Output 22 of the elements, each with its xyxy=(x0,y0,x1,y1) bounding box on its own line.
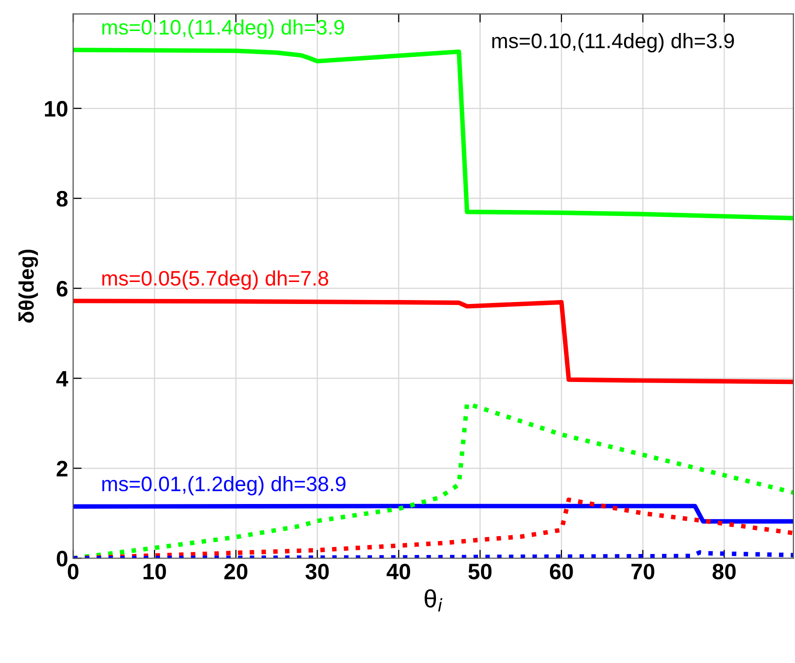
x-tick-label: 0 xyxy=(68,564,78,580)
x-tick-label: 20 xyxy=(224,564,248,580)
x-tick-label: 50 xyxy=(468,564,492,580)
y-tick-label: 8 xyxy=(56,190,68,207)
y-tick-label: 0 xyxy=(56,550,68,567)
annotation: ms=0.10,(11.4deg) dh=3.9 xyxy=(492,32,734,52)
y-tick-label: 2 xyxy=(56,460,68,476)
y-tick-label: 6 xyxy=(56,280,68,297)
y-tick-label: 4 xyxy=(56,371,68,386)
x-tick-label: 10 xyxy=(144,564,166,580)
y-tick-label: 10 xyxy=(44,100,68,117)
series-label: ms=0.01,(1.2deg) dh=38.9 xyxy=(102,476,346,496)
x-tick-label: 80 xyxy=(712,564,736,580)
x-tick-label: 60 xyxy=(550,564,573,580)
x-tick-label: 30 xyxy=(305,564,329,580)
x-tick-label: 70 xyxy=(631,564,654,580)
y-axis-title: δθ(deg) xyxy=(18,250,38,323)
x-tick-label: 40 xyxy=(386,564,410,580)
series-label: ms=0.05(5.7deg) dh=7.8 xyxy=(102,270,328,290)
x-axis-title: θ$_{i}$ xyxy=(424,589,442,612)
line-series xyxy=(73,298,794,384)
series-label: ms=0.10,(11.4deg) dh=3.9 xyxy=(102,19,344,39)
